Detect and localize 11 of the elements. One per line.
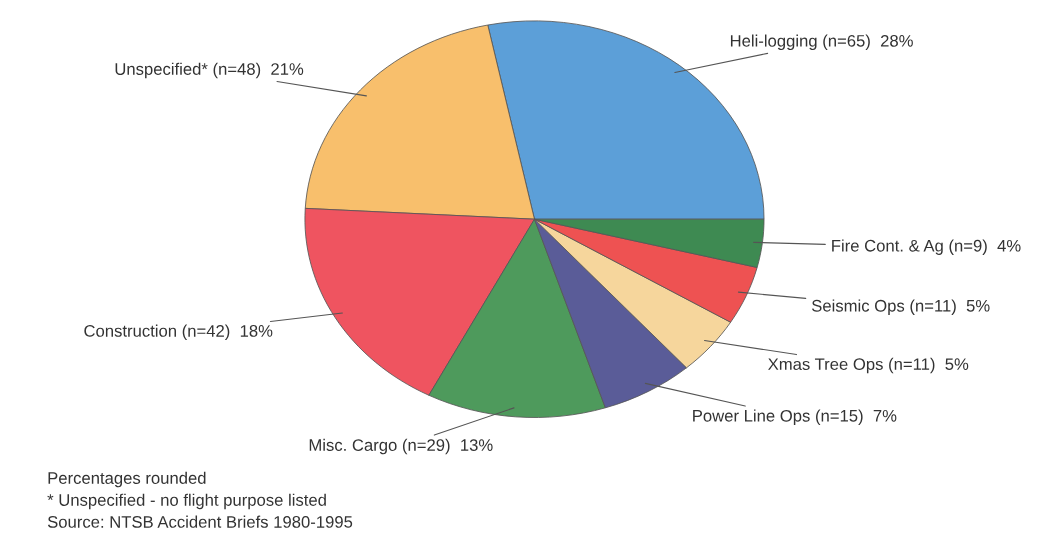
slice-label: Misc. Cargo (n=29) 13%: [309, 438, 493, 455]
slice-label: Heli-logging (n=65) 28%: [730, 34, 913, 51]
slice-label: Seismic Ops (n=11) 5%: [811, 299, 990, 315]
slice-label: Fire Cont. & Ag (n=9) 4%: [832, 239, 1021, 255]
slice-label: Power Line Ops (n=15) 7%: [693, 409, 897, 425]
slice-label: Unspecified* (n=48) 21%: [115, 62, 304, 79]
text: Percentages rounded: [48, 471, 206, 488]
text: * Unspecified - no flight purpose listed: [47, 493, 326, 510]
slice-label: Construction (n=42) 18%: [84, 324, 273, 341]
slice-label: Xmas Tree Ops (n=11) 5%: [768, 357, 969, 374]
source-note: Source: NTSB Accident Briefs 1980-1995: [47, 515, 353, 528]
